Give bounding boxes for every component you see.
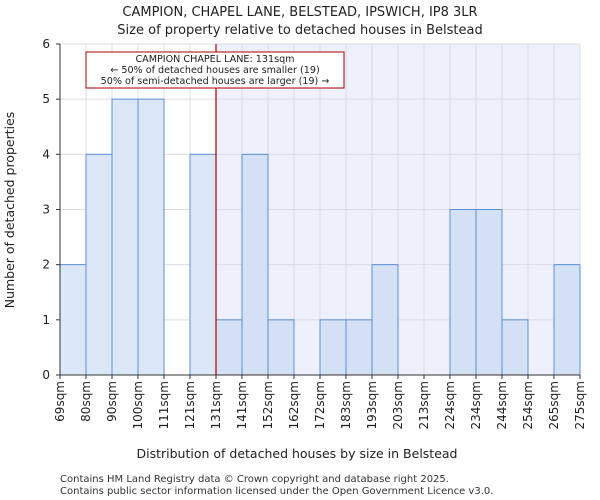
y-tick-label: 0 (42, 368, 50, 382)
x-tick-label: 213sqm (417, 381, 431, 429)
bar (59, 264, 87, 376)
annotation-line-2: ← 50% of detached houses are smaller (19… (110, 65, 319, 76)
bar (137, 98, 165, 376)
y-tick-label: 5 (42, 92, 50, 106)
annotation-line-3: 50% of semi-detached houses are larger (… (101, 76, 330, 87)
bar (553, 264, 581, 376)
x-tick-label: 203sqm (391, 381, 405, 429)
y-tick-label: 6 (42, 37, 50, 51)
bar (319, 319, 347, 376)
x-tick-label: 234sqm (469, 381, 483, 429)
x-tick-label: 141sqm (235, 381, 249, 429)
x-tick-label: 224sqm (443, 381, 457, 429)
x-tick-label: 121sqm (183, 381, 197, 429)
annotation-line-1: CAMPION CHAPEL LANE: 131sqm (135, 54, 294, 65)
bar (501, 319, 529, 376)
x-tick-label: 193sqm (365, 381, 379, 429)
annotation-frame (85, 51, 345, 89)
bar (215, 319, 243, 376)
x-tick-label: 111sqm (157, 381, 171, 429)
y-axis-label: Number of detached properties (2, 112, 17, 309)
bar (345, 319, 373, 376)
bar (85, 153, 113, 376)
bar (371, 264, 399, 376)
annotation-box: CAMPION CHAPEL LANE: 131sqm ← 50% of det… (85, 51, 345, 89)
x-tick-label: 265sqm (547, 381, 561, 429)
x-tick-label: 152sqm (261, 381, 275, 429)
x-tick-label: 100sqm (131, 381, 145, 429)
bar (475, 209, 503, 376)
footer-line-1: Contains HM Land Registry data © Crown c… (60, 474, 449, 485)
x-tick-label: 80sqm (79, 381, 93, 422)
y-tick-label: 4 (42, 147, 50, 161)
footer-line-2: Contains public sector information licen… (60, 486, 493, 497)
x-tick-label: 172sqm (313, 381, 327, 429)
x-tick-label: 131sqm (209, 381, 223, 429)
x-axis-label: Distribution of detached houses by size … (136, 446, 457, 461)
y-tick-label: 1 (42, 313, 50, 327)
x-tick-label: 90sqm (105, 381, 119, 422)
bar (267, 319, 295, 376)
y-tick-label: 3 (42, 203, 50, 217)
bar (189, 153, 217, 376)
x-tick-label: 162sqm (287, 381, 301, 429)
bar (241, 153, 269, 376)
x-tick-label: 254sqm (521, 381, 535, 429)
y-tick-label: 2 (42, 258, 50, 272)
chart-subtitle: Size of property relative to detached ho… (117, 23, 482, 38)
x-tick-label: 69sqm (53, 381, 67, 422)
bar (449, 209, 477, 376)
chart-title: CAMPION, CHAPEL LANE, BELSTEAD, IPSWICH,… (122, 5, 477, 20)
x-tick-label: 275sqm (573, 381, 587, 429)
x-tick-label: 183sqm (339, 381, 353, 429)
x-tick-label: 244sqm (495, 381, 509, 429)
bar (111, 98, 139, 376)
